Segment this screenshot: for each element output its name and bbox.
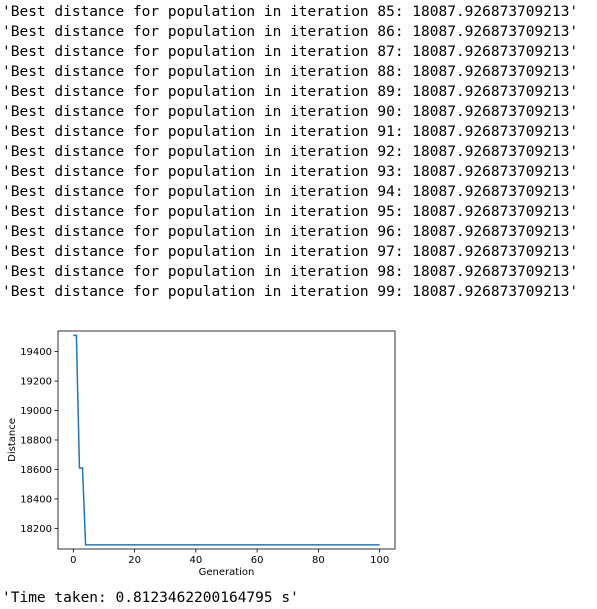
y-tick-label: 18800 xyxy=(20,436,52,447)
distance-line xyxy=(73,334,380,546)
x-tick-label: 60 xyxy=(251,555,264,566)
x-tick-label: 0 xyxy=(70,555,76,566)
plot-frame xyxy=(57,330,396,550)
time-taken-output: 'Time taken: 0.8123462200164795 s' xyxy=(2,590,299,606)
y-tick-label: 18600 xyxy=(20,465,52,476)
log-line: 'Best distance for population in iterati… xyxy=(2,184,579,200)
log-line: 'Best distance for population in iterati… xyxy=(2,124,579,140)
x-axis-label: Generation xyxy=(199,567,255,578)
y-tick-label: 19400 xyxy=(20,347,52,358)
x-tick-label: 80 xyxy=(312,555,325,566)
log-line: 'Best distance for population in iterati… xyxy=(2,204,579,220)
y-tick-label: 18400 xyxy=(20,494,52,505)
log-line: 'Best distance for population in iterati… xyxy=(2,44,579,60)
log-line: 'Best distance for population in iterati… xyxy=(2,64,579,80)
y-tick-label: 18200 xyxy=(20,524,52,535)
distance-plot: 0 20 40 60 80 100 18200 18400 18600 18800 19000 192… xyxy=(0,320,410,585)
log-line: 'Best distance for population in iterati… xyxy=(2,144,579,160)
log-line: 'Best distance for population in iterati… xyxy=(2,4,579,20)
log-line: 'Best distance for population in iterati… xyxy=(2,264,579,280)
log-line: 'Best distance for population in iterati… xyxy=(2,244,579,260)
y-axis-label: Distance xyxy=(7,418,18,462)
x-tick-label: 40 xyxy=(189,555,202,566)
y-tick-label: 19200 xyxy=(20,377,52,388)
log-line: 'Best distance for population in iterati… xyxy=(2,84,579,100)
x-tick-label: 20 xyxy=(128,555,141,566)
log-line: 'Best distance for population in iterati… xyxy=(2,284,579,300)
log-line: 'Best distance for population in iterati… xyxy=(2,24,579,40)
output-log: 'Best distance for population in iterati… xyxy=(2,2,578,302)
log-line: 'Best distance for population in iterati… xyxy=(2,224,579,240)
log-line: 'Best distance for population in iterati… xyxy=(2,104,579,120)
y-tick-label: 19000 xyxy=(20,406,52,417)
line-chart: 0 20 40 60 80 100 18200 18400 18600 18800 19000 192… xyxy=(7,330,396,578)
x-tick-label: 100 xyxy=(370,555,389,566)
log-line: 'Best distance for population in iterati… xyxy=(2,164,579,180)
